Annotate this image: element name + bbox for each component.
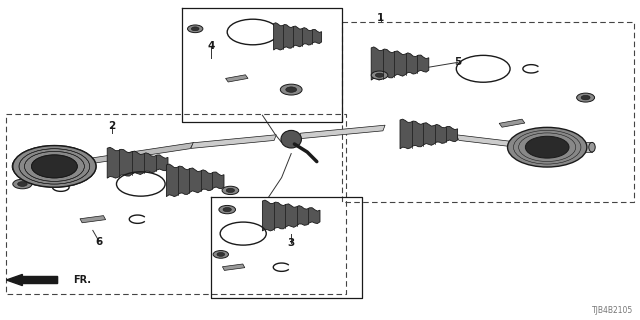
Polygon shape (456, 135, 526, 148)
Circle shape (577, 93, 595, 102)
Polygon shape (52, 142, 194, 170)
Text: 4: 4 (207, 41, 215, 52)
Polygon shape (223, 264, 244, 270)
Text: 5: 5 (454, 57, 461, 68)
Circle shape (280, 84, 302, 95)
Circle shape (285, 87, 297, 92)
Text: TJB4B2105: TJB4B2105 (593, 306, 634, 315)
Circle shape (188, 25, 203, 33)
Polygon shape (298, 125, 385, 139)
Ellipse shape (589, 142, 595, 152)
Polygon shape (547, 142, 592, 152)
Circle shape (13, 146, 96, 187)
Polygon shape (191, 135, 276, 148)
Circle shape (18, 181, 28, 186)
Text: 1: 1 (377, 12, 385, 23)
Polygon shape (107, 147, 168, 178)
Polygon shape (371, 47, 429, 80)
Polygon shape (262, 200, 320, 231)
Polygon shape (499, 119, 525, 127)
Text: FR.: FR. (74, 275, 92, 285)
Text: 3: 3 (287, 238, 295, 248)
Circle shape (213, 251, 228, 258)
Circle shape (191, 27, 199, 31)
Polygon shape (225, 75, 248, 82)
Polygon shape (400, 119, 458, 149)
Circle shape (525, 136, 569, 158)
Circle shape (217, 252, 225, 256)
Circle shape (371, 71, 388, 79)
Circle shape (581, 95, 590, 100)
Text: 2: 2 (108, 121, 116, 132)
Circle shape (13, 179, 32, 189)
FancyArrow shape (6, 275, 58, 286)
Ellipse shape (12, 161, 20, 172)
Circle shape (13, 146, 96, 187)
Circle shape (219, 205, 236, 214)
Circle shape (223, 208, 232, 212)
Circle shape (222, 186, 239, 195)
Polygon shape (166, 164, 224, 196)
Circle shape (31, 155, 77, 178)
Polygon shape (274, 23, 322, 50)
Circle shape (375, 73, 384, 77)
Polygon shape (80, 216, 106, 223)
Circle shape (508, 127, 587, 167)
Polygon shape (16, 161, 54, 172)
Ellipse shape (281, 131, 301, 148)
Circle shape (227, 188, 234, 192)
Text: 6: 6 (95, 236, 103, 247)
Circle shape (31, 155, 77, 178)
